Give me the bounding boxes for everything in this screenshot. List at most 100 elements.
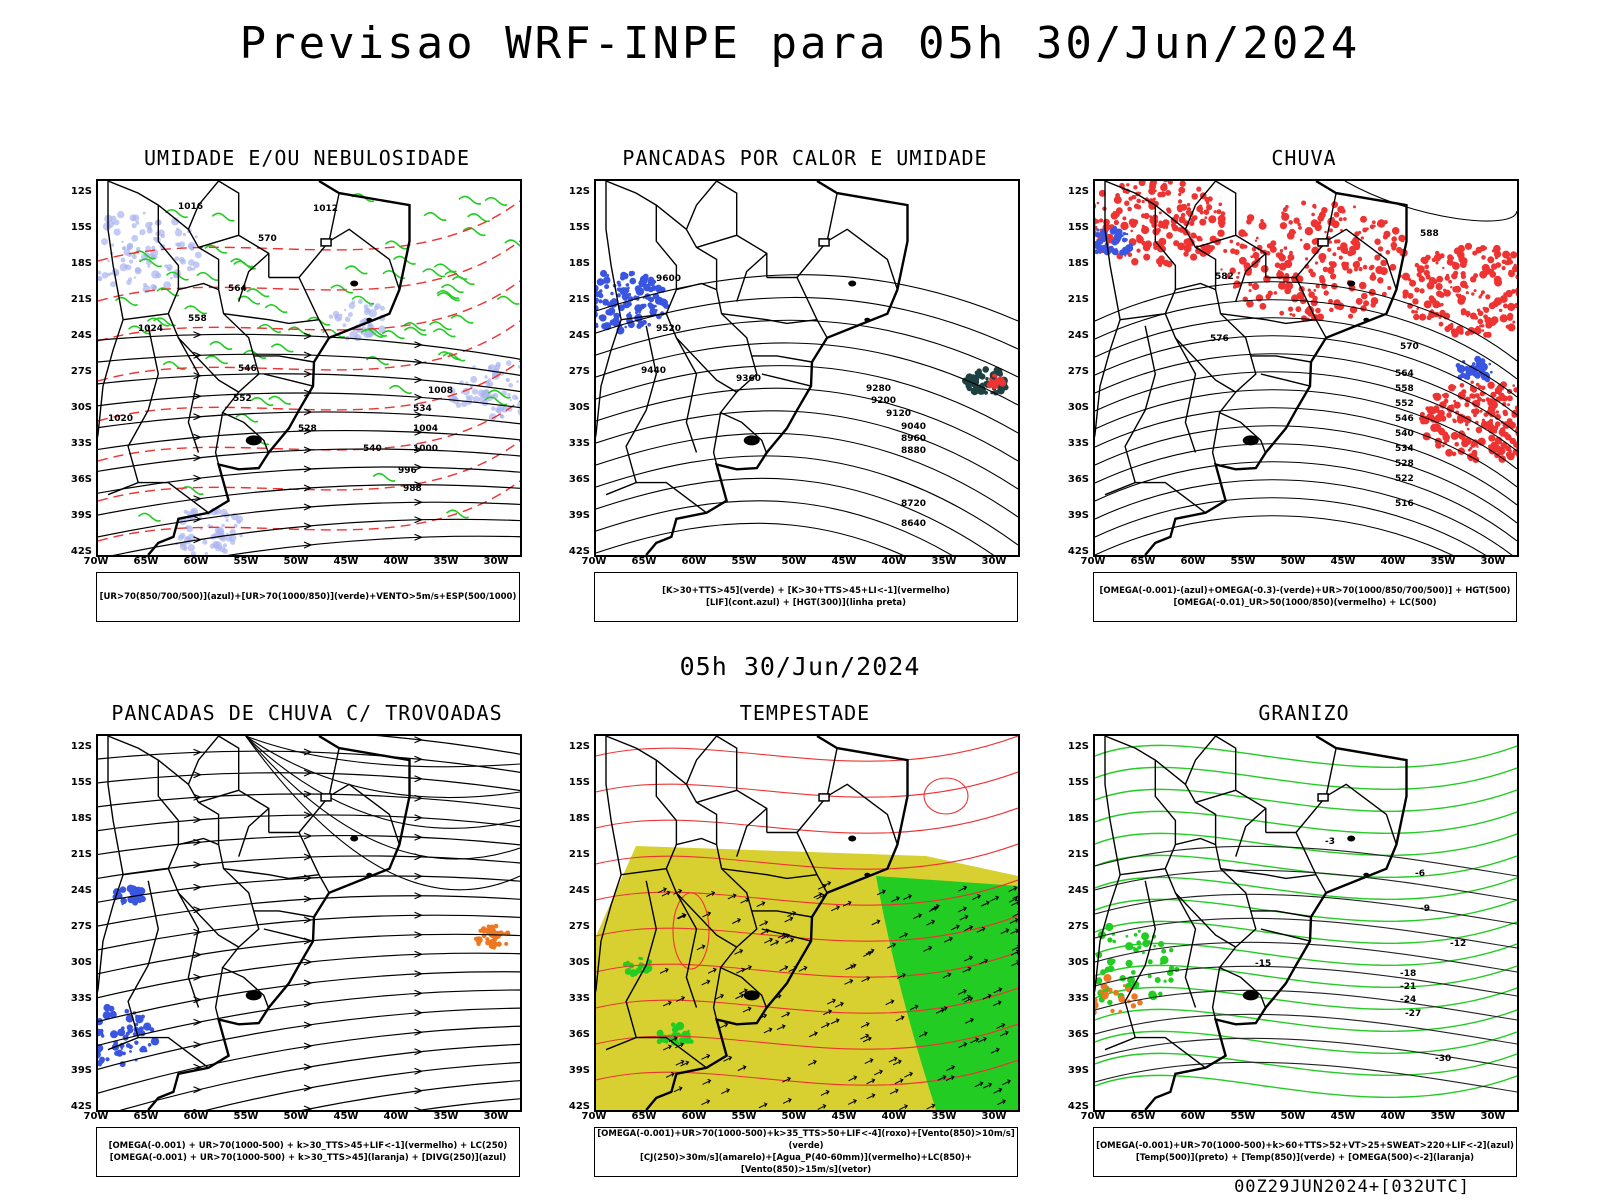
lat-tick-label: 21S — [568, 849, 590, 860]
lat-tick-label: 36S — [568, 474, 590, 485]
lon-tick-label: 65W — [631, 1111, 657, 1122]
legend-line: [CJ(250)>30m/s](amarelo)+[Agua_P(40-60mm… — [639, 1153, 973, 1175]
legend-line: [UR>70(850/700/500)](azul)+[UR>70(1000/8… — [99, 592, 517, 602]
contour-label: 570 — [258, 234, 277, 244]
lat-tick-label: 33S — [70, 993, 92, 1004]
legend-line: [OMEGA(-0.001)-(azul)+OMEGA(-0.3)-(verde… — [1099, 586, 1511, 596]
lat-tick-label: 18S — [568, 813, 590, 824]
map-canvas-umidade: 1016 1020 1024 1012 1008 1004 1000 996 988 570 564… — [98, 181, 520, 555]
lat-tick-label: 30S — [1067, 957, 1089, 968]
lat-tick-label: 27S — [1067, 366, 1089, 377]
contour-label: 564 — [228, 284, 247, 294]
contour-label: 540 — [363, 444, 382, 454]
lat-tick-label: 18S — [568, 258, 590, 269]
lat-tick-label: 42S — [1067, 1101, 1089, 1112]
lon-tick-label: 35W — [931, 1111, 957, 1122]
lat-tick-label: 30S — [568, 957, 590, 968]
lat-tick-label: 27S — [568, 921, 590, 932]
lon-tick-label: 30W — [981, 1111, 1007, 1122]
lon-tick-label: 30W — [483, 1111, 509, 1122]
lat-tick-label: 18S — [70, 258, 92, 269]
map-tempestade — [594, 734, 1020, 1112]
lon-tick-label: 35W — [1430, 556, 1456, 567]
lat-tick-label: 42S — [70, 1101, 92, 1112]
lon-tick-label: 45W — [831, 1111, 857, 1122]
lat-tick-label: 12S — [1067, 741, 1089, 752]
lon-tick-label: 50W — [1280, 1111, 1306, 1122]
legend-tempestade: [OMEGA(-0.001)+UR>70(1000-500)+k>35_TTS>… — [594, 1127, 1018, 1177]
legend-line: [LIF](cont.azul) + [HGT(300)](linha pret… — [705, 598, 907, 608]
panel-title-pancadas-calor: PANCADAS POR CALOR E UMIDADE — [622, 146, 988, 170]
lon-tick-label: 55W — [233, 556, 259, 567]
lon-tick-label: 45W — [333, 556, 359, 567]
legend-line: [OMEGA(-0.001)+UR>70(1000-500)+k>35_TTS>… — [597, 1129, 1015, 1151]
lat-tick-label: 30S — [568, 402, 590, 413]
panel-title-umidade: UMIDADE E/OU NEBULOSIDADE — [143, 146, 471, 170]
map-canvas-chuva: 588 582 576 570 564 558 552 546 540 534 528 522 516 — [1095, 181, 1517, 555]
map-canvas-tempestade — [596, 736, 1018, 1110]
legend-trovoadas: [OMEGA(-0.001) + UR>70(1000-500) + k>30_… — [96, 1127, 520, 1177]
lon-tick-label: 60W — [1180, 556, 1206, 567]
lon-tick-label: 65W — [1130, 1111, 1156, 1122]
lon-tick-label: 30W — [981, 556, 1007, 567]
lat-tick-label: 42S — [70, 546, 92, 557]
lon-tick-label: 55W — [233, 1111, 259, 1122]
lon-tick-label: 65W — [133, 1111, 159, 1122]
lat-tick-label: 24S — [568, 885, 590, 896]
lon-tick-label: 60W — [1180, 1111, 1206, 1122]
contour-label: 1008 — [428, 386, 453, 396]
map-canvas-pancadas-calor: 9600 9520 9440 9360 9280 9200 9120 9040 8960 8880… — [596, 181, 1018, 555]
legend-pancadas-calor: [K>30+TTS>45](verde) + [K>30+TTS>45+LI<-… — [594, 572, 1018, 622]
legend-line: [OMEGA(-0.001) + UR>70(1000-500) + k>30_… — [109, 1153, 507, 1163]
contour-label: 546 — [238, 364, 257, 374]
lat-tick-label: 24S — [70, 885, 92, 896]
contour-label: -6 — [1415, 869, 1425, 879]
lat-tick-label: 21S — [568, 294, 590, 305]
contour-label: 522 — [1395, 474, 1414, 484]
contour-label: 1000 — [413, 444, 438, 454]
lat-tick-label: 27S — [568, 366, 590, 377]
contour-label: 558 — [1395, 384, 1414, 394]
lon-tick-label: 60W — [183, 556, 209, 567]
lon-tick-label: 40W — [1380, 1111, 1406, 1122]
contour-label: 988 — [403, 484, 422, 494]
map-pancadas-calor: 9600 9520 9440 9360 9280 9200 9120 9040 8960 8880… — [594, 179, 1020, 557]
lon-tick-label: 40W — [383, 556, 409, 567]
lat-tick-label: 39S — [568, 1065, 590, 1076]
contour-label: 9600 — [656, 274, 681, 284]
lon-tick-label: 65W — [631, 556, 657, 567]
contour-label: 528 — [1395, 459, 1414, 469]
lat-tick-label: 12S — [568, 186, 590, 197]
lat-tick-label: 27S — [70, 921, 92, 932]
contour-label: 540 — [1395, 429, 1414, 439]
panel-title-granizo: GRANIZO — [1258, 701, 1350, 725]
lat-tick-label: 24S — [1067, 885, 1089, 896]
legend-chuva: [OMEGA(-0.001)-(azul)+OMEGA(-0.3)-(verde… — [1093, 572, 1517, 622]
lon-tick-label: 45W — [831, 556, 857, 567]
contour-label: 9280 — [866, 384, 891, 394]
lat-tick-label: 12S — [70, 186, 92, 197]
lon-tick-label: 70W — [581, 556, 607, 567]
contour-label: 516 — [1395, 499, 1414, 509]
contour-label: 8720 — [901, 499, 926, 509]
contour-label: 534 — [413, 404, 432, 414]
lat-tick-label: 33S — [568, 993, 590, 1004]
lon-tick-label: 40W — [881, 1111, 907, 1122]
lon-tick-label: 60W — [681, 556, 707, 567]
lat-tick-label: 18S — [1067, 813, 1089, 824]
lon-tick-label: 50W — [283, 556, 309, 567]
lat-tick-label: 21S — [70, 849, 92, 860]
contour-label: 1004 — [413, 424, 438, 434]
lat-tick-label: 24S — [1067, 330, 1089, 341]
contour-label: 588 — [1420, 229, 1439, 239]
lat-tick-label: 15S — [1067, 222, 1089, 233]
lat-tick-label: 21S — [1067, 849, 1089, 860]
lon-tick-label: 65W — [1130, 556, 1156, 567]
lon-tick-label: 50W — [1280, 556, 1306, 567]
lat-tick-label: 15S — [568, 777, 590, 788]
contour-label: -18 — [1400, 969, 1416, 979]
legend-line: [OMEGA(-0.01)_UR>50(1000/850)(vermelho) … — [1173, 598, 1437, 608]
contour-label: 576 — [1210, 334, 1229, 344]
map-granizo: -3 -6 -9 -12 -15 -18 -21 -24 -27 -30 — [1093, 734, 1519, 1112]
lat-tick-label: 36S — [1067, 474, 1089, 485]
